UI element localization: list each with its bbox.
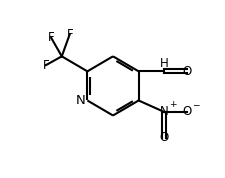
- Text: F: F: [42, 59, 49, 72]
- Text: O: O: [182, 65, 191, 78]
- Text: O: O: [159, 131, 168, 144]
- Text: N: N: [75, 94, 85, 107]
- Text: −: −: [191, 100, 198, 109]
- Text: O: O: [182, 105, 191, 119]
- Text: H: H: [159, 57, 168, 70]
- Text: +: +: [168, 100, 176, 109]
- Text: F: F: [66, 28, 73, 41]
- Text: F: F: [48, 31, 54, 44]
- Text: N: N: [159, 105, 168, 119]
